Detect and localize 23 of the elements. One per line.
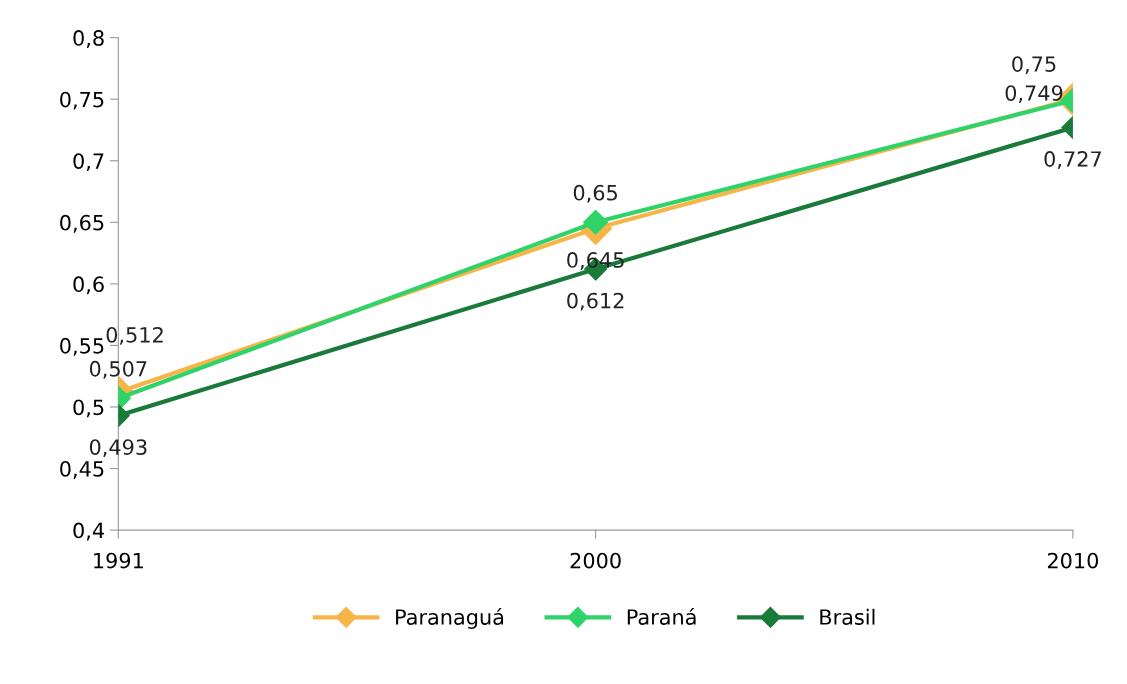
y-tick-label: 0,45 [60,460,104,479]
x-tick-label: 1991 [94,552,143,569]
data-label: 0,507 [89,360,147,379]
data-label: 0,749 [1005,85,1063,104]
data-label: 0,727 [1044,151,1101,169]
data-label: 0,493 [89,439,147,458]
x-tick-label: 2000 [570,552,621,569]
x-tick-label: 2010 [1047,552,1099,569]
y-tick-label: 0,8 [73,30,104,48]
y-tick-label: 0,55 [60,337,104,356]
data-label: 0,612 [567,292,624,311]
legend-label: Brasil [820,608,875,625]
y-tick-label: 0,4 [73,522,104,541]
y-tick-label: 0,6 [73,276,104,295]
legend-label: Paraná [627,607,696,625]
data-label: 0,75 [1012,56,1056,75]
legend-label: Paranaguá [396,607,504,629]
y-tick-label: 0,75 [60,91,104,110]
data-label: 0,65 [573,184,617,203]
data-label: 0,512 [106,326,163,345]
y-tick-label: 0,65 [60,214,104,233]
y-tick-label: 0,5 [73,399,104,418]
y-tick-label: 0,7 [73,153,104,172]
